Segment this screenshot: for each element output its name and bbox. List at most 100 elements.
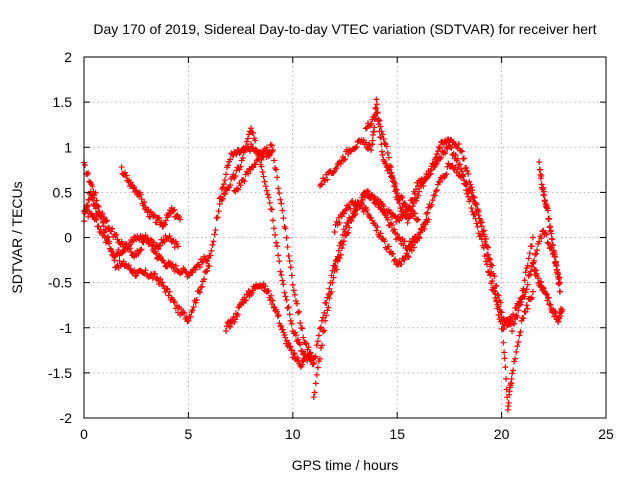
data-point [253, 147, 260, 154]
data-point [441, 149, 448, 156]
data-point [294, 354, 301, 361]
series-track-3 [81, 206, 181, 259]
data-point [326, 285, 333, 292]
data-point [153, 250, 160, 257]
data-point [84, 202, 91, 209]
x-tick-label: 5 [185, 426, 193, 442]
data-point [393, 218, 400, 225]
data-point [310, 394, 317, 401]
data-point [525, 255, 532, 262]
data-point [363, 144, 370, 151]
data-point [464, 181, 471, 188]
data-point [100, 223, 107, 230]
data-point [328, 288, 335, 295]
data-point [242, 297, 249, 304]
data-point [545, 294, 552, 301]
data-point [275, 252, 282, 259]
data-point [447, 144, 454, 151]
data-point [542, 290, 549, 297]
data-point [495, 292, 502, 299]
data-point [231, 318, 238, 325]
data-point [250, 129, 257, 136]
data-point [137, 191, 144, 198]
data-point [283, 297, 290, 304]
data-point [376, 117, 383, 124]
data-point [87, 188, 94, 195]
data-point [400, 256, 407, 263]
data-point [293, 300, 300, 307]
data-point [557, 288, 564, 295]
series-track-6 [222, 280, 313, 370]
data-point [520, 315, 527, 322]
data-point [333, 218, 340, 225]
data-point [206, 263, 213, 270]
data-point [347, 205, 354, 212]
data-point [317, 324, 324, 331]
data-point [492, 295, 499, 302]
data-point [401, 238, 408, 245]
data-point [423, 210, 430, 217]
data-point [466, 185, 473, 192]
data-point [189, 307, 196, 314]
data-point [378, 148, 385, 155]
data-point [243, 297, 250, 304]
chart-title: Day 170 of 2019, Sidereal Day-to-day VTE… [93, 21, 596, 37]
data-point [296, 308, 303, 315]
data-point [295, 336, 302, 343]
data-point [266, 149, 273, 156]
data-point [526, 250, 533, 257]
data-point [166, 288, 173, 295]
data-point [448, 144, 455, 151]
data-point [332, 264, 339, 271]
data-point [244, 135, 251, 142]
data-point [171, 244, 178, 251]
data-point [495, 311, 502, 318]
data-point [405, 215, 412, 222]
data-point [458, 148, 465, 155]
data-point [142, 232, 149, 239]
data-point [509, 328, 516, 335]
data-point [374, 224, 381, 231]
data-point [415, 234, 422, 241]
data-point [554, 274, 561, 281]
data-point [392, 188, 399, 195]
data-point [491, 273, 498, 280]
data-point [383, 143, 390, 150]
data-point [142, 267, 149, 274]
data-point [157, 275, 164, 282]
data-point [89, 195, 96, 202]
data-point [408, 207, 415, 214]
data-point [288, 272, 295, 279]
data-point [408, 238, 415, 245]
data-point [464, 190, 471, 197]
data-point [428, 201, 435, 208]
data-point [282, 334, 289, 341]
data-point [349, 198, 356, 205]
data-point [498, 309, 505, 316]
data-point [422, 218, 429, 225]
data-point [396, 217, 403, 224]
data-point [349, 213, 356, 220]
data-point [219, 184, 226, 191]
data-point [288, 320, 295, 327]
data-point [494, 291, 501, 298]
y-tick-label: 2 [64, 49, 72, 65]
data-point [177, 216, 184, 223]
data-point [362, 139, 369, 146]
data-point [515, 339, 522, 346]
data-point [431, 192, 438, 199]
x-tick-label: 20 [494, 426, 510, 442]
data-point [285, 340, 292, 347]
data-point [311, 389, 318, 396]
series-track-9 [316, 96, 422, 224]
data-point [324, 176, 331, 183]
data-point [478, 219, 485, 226]
data-point [227, 182, 234, 189]
data-point [203, 258, 210, 265]
data-point [458, 172, 465, 179]
data-point [345, 229, 352, 236]
data-point [379, 131, 386, 138]
data-point [133, 272, 140, 279]
data-point [474, 223, 481, 230]
data-point [290, 287, 297, 294]
